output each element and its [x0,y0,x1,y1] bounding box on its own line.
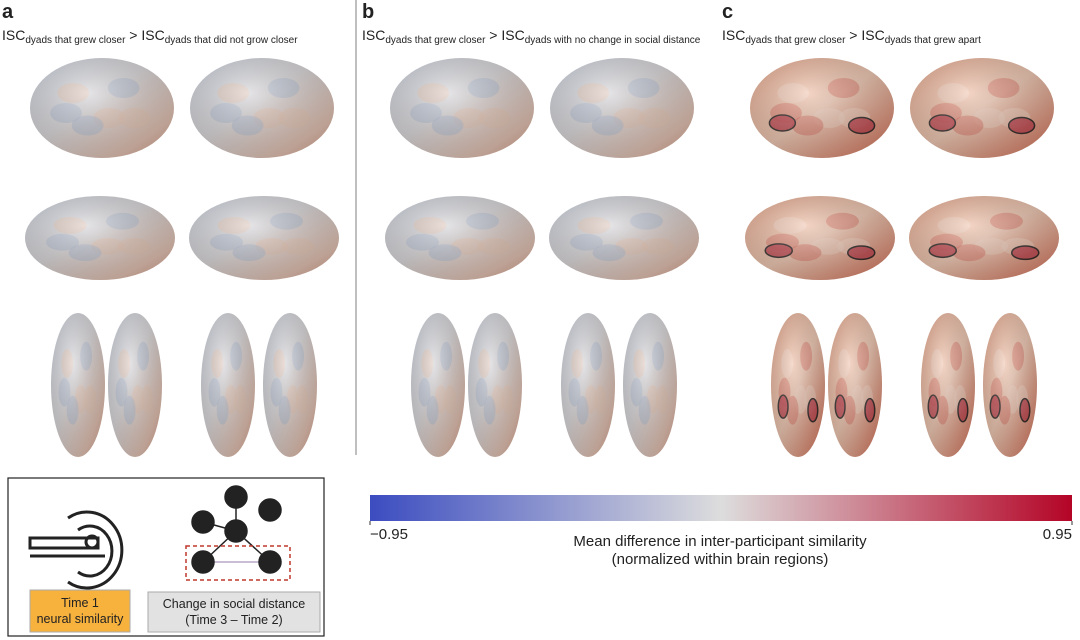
title-text: > ISC [845,27,884,43]
brain-shade [623,313,677,457]
legend-box: Time 1 neural similarity Change in socia… [7,477,325,637]
brain-shade [921,313,975,457]
colorbar [370,495,1072,521]
colorbar-label: (normalized within brain regions) [612,551,829,568]
brain-shade [561,313,615,457]
brain-shade [51,313,105,457]
panel-label: c [722,1,733,23]
brain-shade [411,313,465,457]
brain-shade [550,58,694,158]
panel-title: ISCdyads that grew closer > ISCdyads wit… [362,27,701,46]
brain-shade [263,313,317,457]
panel-label: a [2,1,14,23]
title-subscript: dyads that grew apart [885,35,981,46]
brain-shade [745,196,895,280]
colorbar-tick-label: −0.95 [370,526,408,543]
time1-label: neural similarity [37,612,125,626]
brain-shade [385,196,535,280]
brain-shade [549,196,699,280]
brain-shade [828,313,882,457]
brain-shade [201,313,255,457]
title-text: ISC [722,27,745,43]
brain-shade [750,58,894,158]
panel-title: ISCdyads that grew closer > ISCdyads tha… [722,27,981,46]
time1-label: Time 1 [61,596,99,610]
time1-box [29,589,131,633]
brain-shade [771,313,825,457]
brain-renderings [25,58,1059,457]
title-subscript: dyads that grew closer [25,35,126,46]
brain-shade [108,313,162,457]
title-subscript: dyads with no change in social distance [525,35,701,46]
title-subscript: dyads that grew closer [745,35,846,46]
brain-shade [983,313,1037,457]
brain-shade [468,313,522,457]
title-text: > ISC [125,27,164,43]
title-text: ISC [2,27,25,43]
scanner-icon [28,510,124,590]
panel-title: ISCdyads that grew closer > ISCdyads tha… [2,27,298,46]
change-label: Change in social distance [163,597,305,611]
title-text: ISC [362,27,385,43]
brain-shade [25,196,175,280]
change-box [147,591,321,633]
brain-shade [30,58,174,158]
title-text: > ISC [485,27,524,43]
brain-shade [190,58,334,158]
brain-shade [910,58,1054,158]
change-label: (Time 3 – Time 2) [185,613,282,627]
brain-shade [909,196,1059,280]
colorbar-tick-label: 0.95 [1043,526,1072,543]
title-subscript: dyads that grew closer [385,35,486,46]
network-icon [185,485,291,581]
title-subscript: dyads that did not grow closer [165,35,299,46]
brain-shade [390,58,534,158]
panel-label: b [362,1,374,23]
brain-shade [189,196,339,280]
colorbar-label: Mean difference in inter-participant sim… [573,533,867,550]
